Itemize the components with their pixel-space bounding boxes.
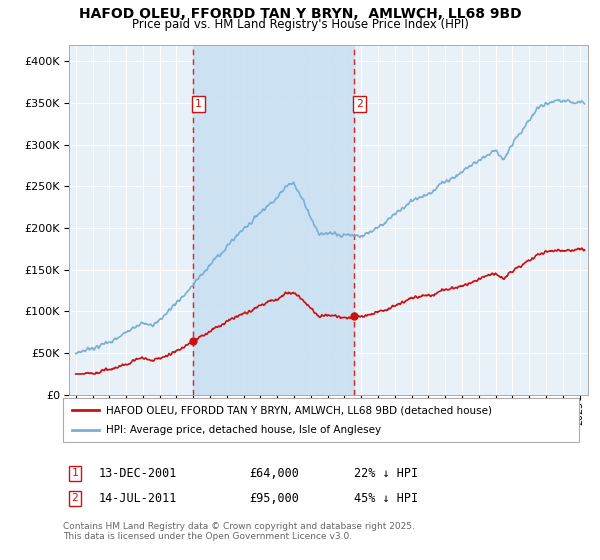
Text: Contains HM Land Registry data © Crown copyright and database right 2025.: Contains HM Land Registry data © Crown c…: [63, 522, 415, 531]
Text: £95,000: £95,000: [249, 492, 299, 505]
Text: 14-JUL-2011: 14-JUL-2011: [99, 492, 178, 505]
Text: 2: 2: [356, 99, 363, 109]
Text: HAFOD OLEU, FFORDD TAN Y BRYN,  AMLWCH, LL68 9BD: HAFOD OLEU, FFORDD TAN Y BRYN, AMLWCH, L…: [79, 7, 521, 21]
Text: This data is licensed under the Open Government Licence v3.0.: This data is licensed under the Open Gov…: [63, 532, 352, 541]
Text: 2: 2: [71, 493, 79, 503]
Text: 1: 1: [71, 468, 79, 478]
Text: 22% ↓ HPI: 22% ↓ HPI: [354, 466, 418, 480]
Text: £64,000: £64,000: [249, 466, 299, 480]
Text: 1: 1: [195, 99, 202, 109]
Bar: [193, 45, 353, 395]
Text: HPI: Average price, detached house, Isle of Anglesey: HPI: Average price, detached house, Isle…: [106, 425, 382, 435]
Text: Price paid vs. HM Land Registry's House Price Index (HPI): Price paid vs. HM Land Registry's House …: [131, 18, 469, 31]
Text: HAFOD OLEU, FFORDD TAN Y BRYN, AMLWCH, LL68 9BD (detached house): HAFOD OLEU, FFORDD TAN Y BRYN, AMLWCH, L…: [106, 405, 492, 415]
Text: 45% ↓ HPI: 45% ↓ HPI: [354, 492, 418, 505]
Text: 13-DEC-2001: 13-DEC-2001: [99, 466, 178, 480]
